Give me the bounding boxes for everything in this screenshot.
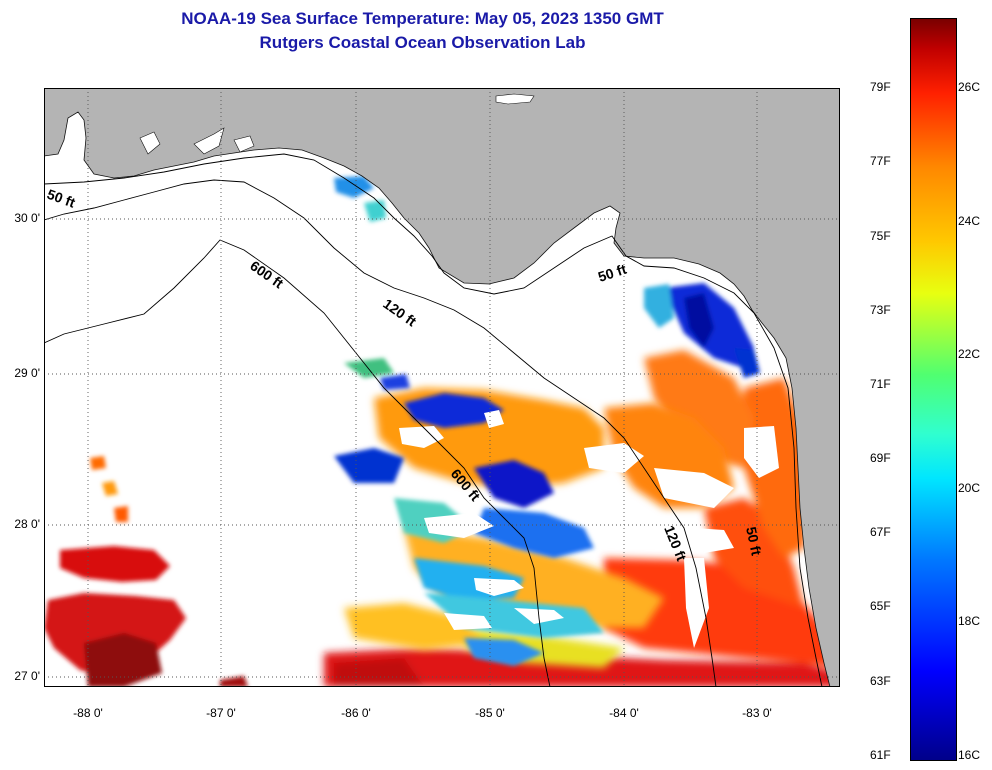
bathymetry-contours (44, 153, 823, 687)
lat-label-27: 27 0' (14, 669, 40, 683)
colorbar-label-18c: 18C (958, 614, 981, 628)
colorbar-label-61f: 61F (870, 748, 891, 762)
contour-label-50ft-south: 50 ft (743, 525, 765, 557)
colorbar-label-71f: 71F (870, 377, 891, 391)
colorbar-label-16c: 16C (958, 748, 981, 762)
colorbar-label-20c: 20C (958, 481, 981, 495)
lon-label-83: -83 0' (742, 706, 772, 720)
colorbar-label-26c: 26C (958, 80, 981, 94)
lat-label-29: 29 0' (14, 366, 40, 380)
sst-map: 50 ft 600 ft 120 ft 50 ft 600 ft 120 ft … (44, 88, 840, 687)
colorbar-label-65f: 65F (870, 599, 891, 613)
colorbar-label-77f: 77F (870, 154, 891, 168)
colorbar-label-63f: 63F (870, 674, 891, 688)
colorbar-label-24c: 24C (958, 214, 981, 228)
map-subtitle: Rutgers Coastal Ocean Observation Lab (259, 33, 586, 52)
map-title: NOAA-19 Sea Surface Temperature: May 05,… (181, 9, 664, 28)
lon-label-88: -88 0' (73, 706, 103, 720)
temperature-colorbar (910, 18, 957, 761)
map-frame (44, 88, 840, 687)
colorbar-label-67f: 67F (870, 525, 891, 539)
lat-label-28: 28 0' (14, 517, 40, 531)
colorbar-label-69f: 69F (870, 451, 891, 465)
land (44, 88, 840, 687)
inland-water (139, 93, 535, 155)
colorbar-label-75f: 75F (870, 229, 891, 243)
lon-label-84: -84 0' (609, 706, 639, 720)
lon-label-85: -85 0' (475, 706, 505, 720)
colorbar-label-22c: 22C (958, 347, 981, 361)
sst-field (44, 176, 840, 687)
colorbar-label-73f: 73F (870, 303, 891, 317)
lon-label-86: -86 0' (341, 706, 371, 720)
lat-label-30: 30 0' (14, 211, 40, 225)
colorbar-label-79f: 79F (870, 80, 891, 94)
lon-label-87: -87 0' (206, 706, 236, 720)
graticule (44, 88, 840, 687)
